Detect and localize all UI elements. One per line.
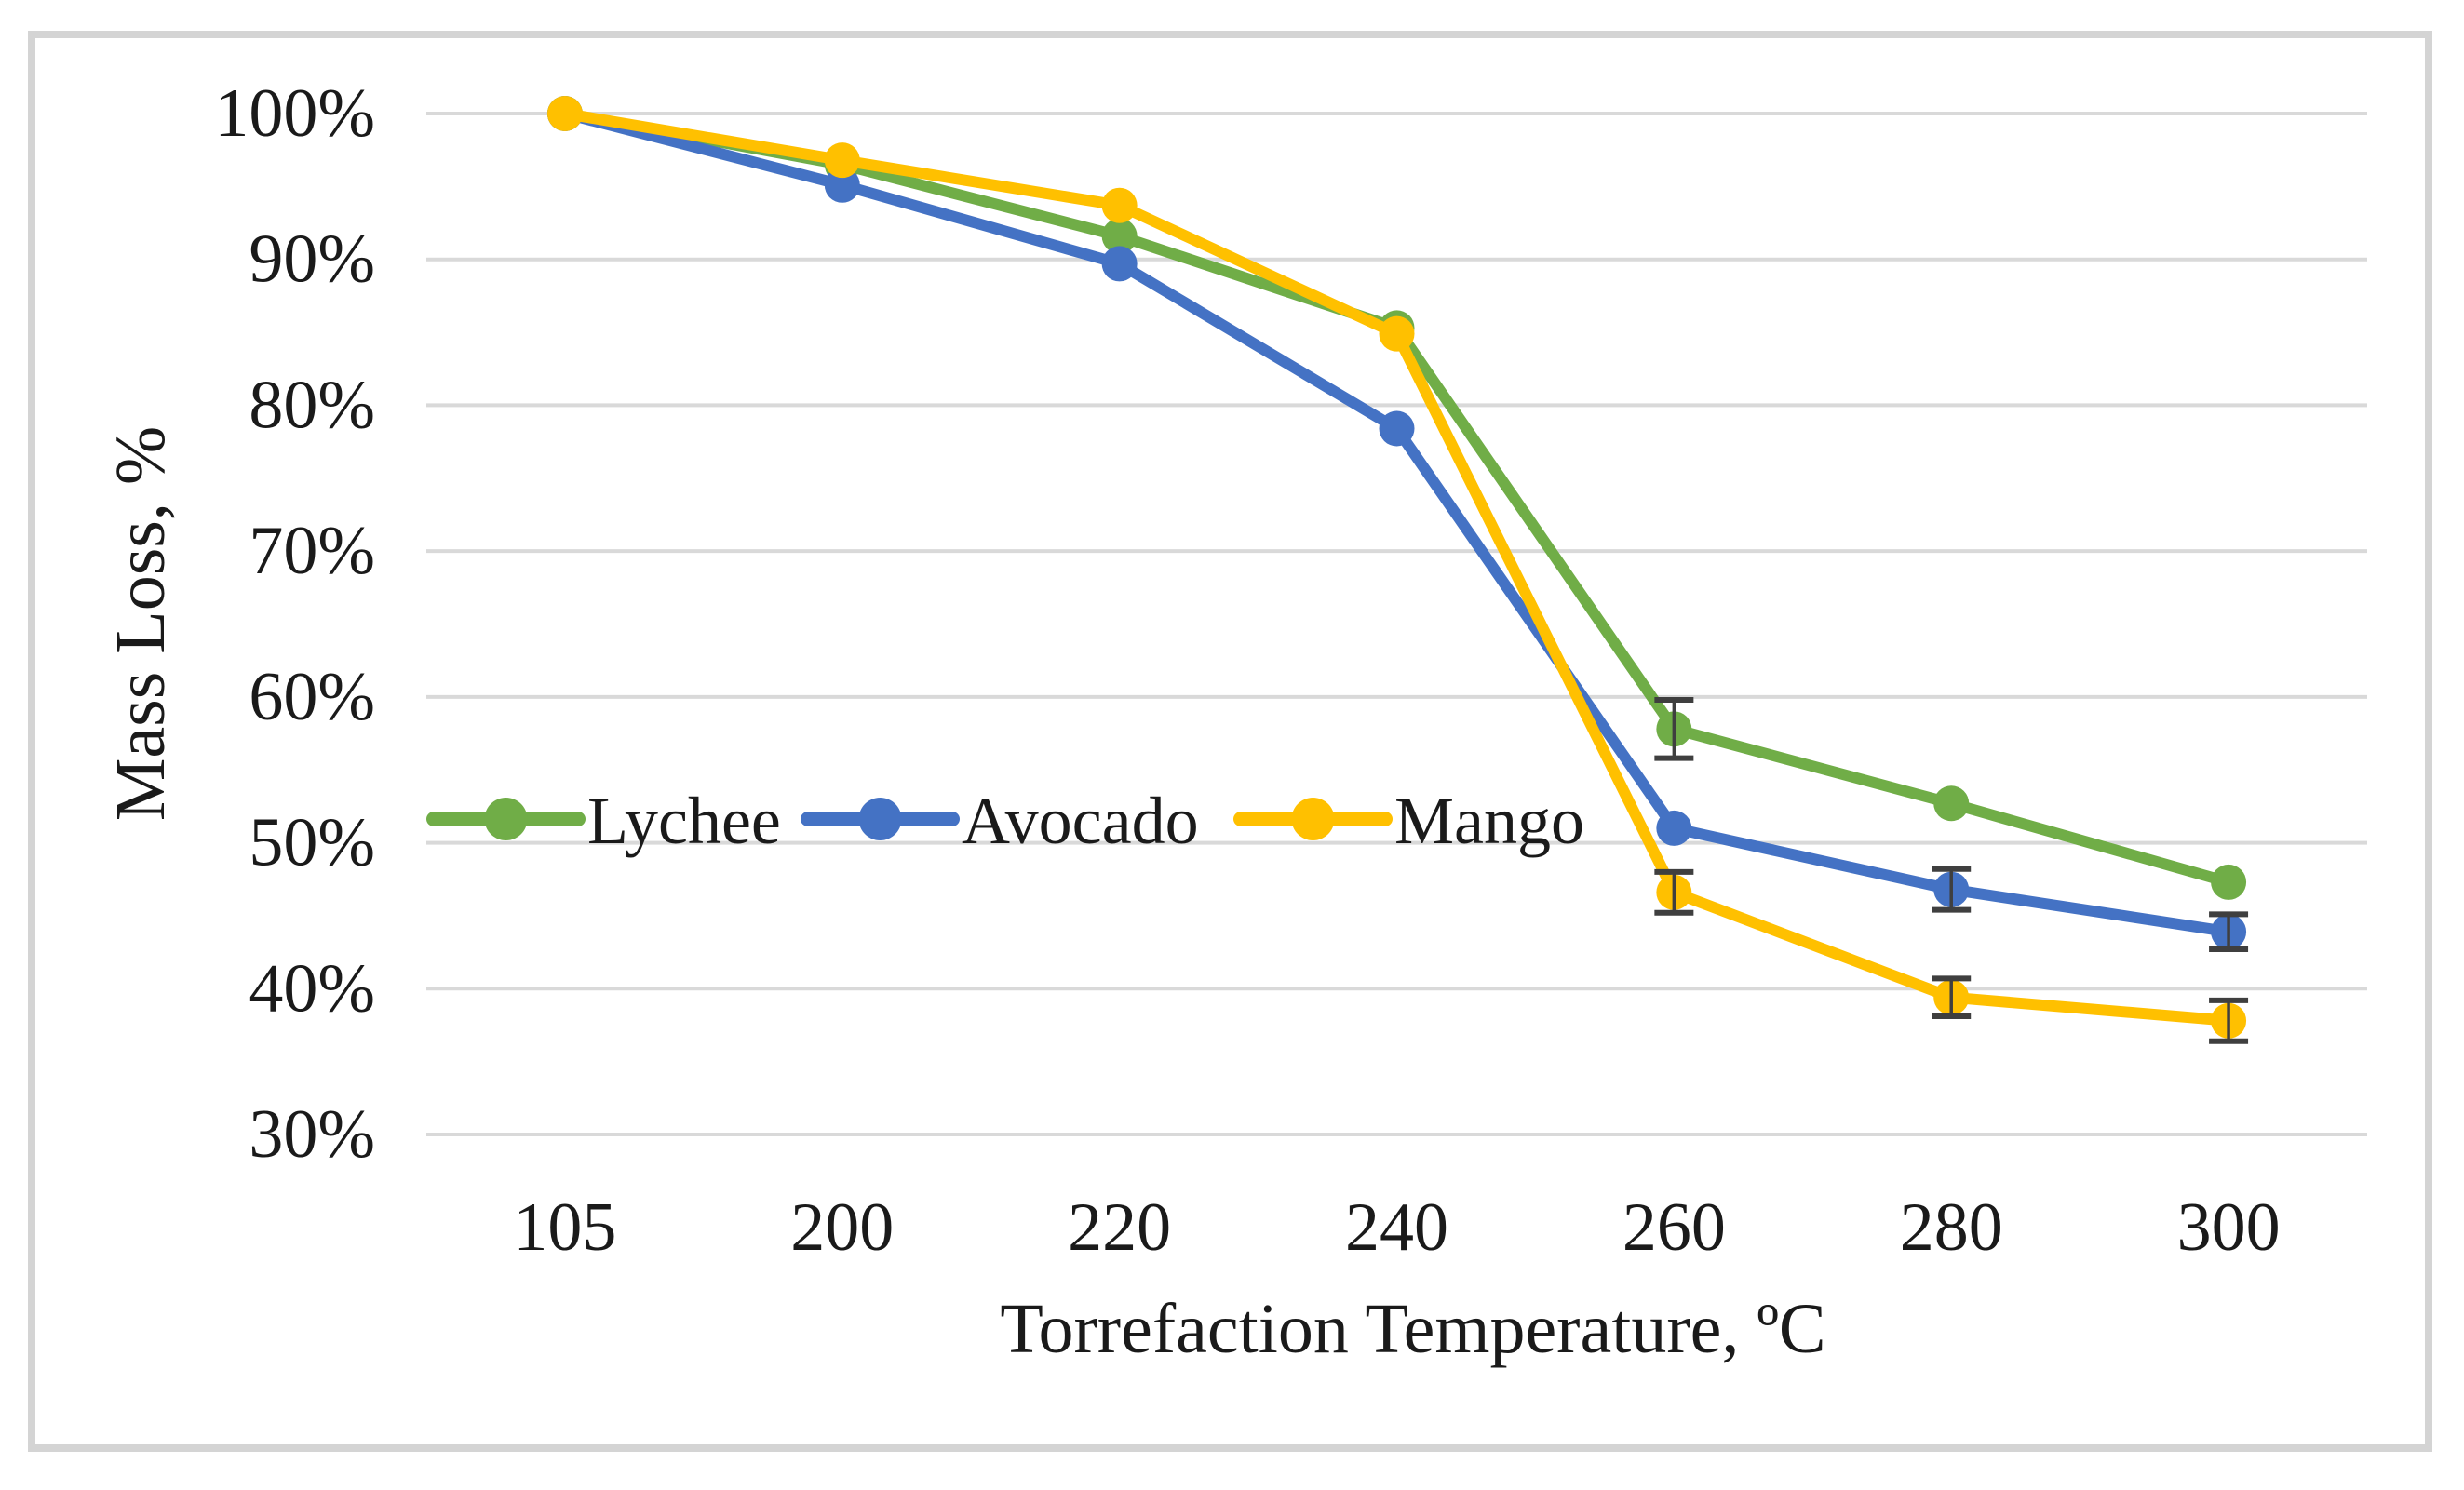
data-point-marker (1101, 187, 1138, 223)
series-line-mango (559, 108, 2235, 1027)
legend-label: Avocado (962, 784, 1199, 858)
x-tick-label: 105 (513, 1189, 616, 1266)
data-point-marker (1933, 785, 1970, 822)
legend-item-avocado: Avocado (801, 784, 1199, 858)
x-tick-label: 280 (1900, 1189, 2003, 1266)
legend-circle-marker (858, 798, 902, 840)
series-line-lychee (559, 108, 2235, 888)
data-point-marker (1101, 218, 1138, 254)
figure-frame: 100% 90% 80% 70% 60% 50% 40% 30% 105 200 220 240 260… (28, 31, 2432, 1452)
series-lychee (546, 96, 2247, 900)
legend-label: Lychee (587, 784, 781, 858)
legend-label: Mango (1394, 784, 1584, 858)
mass-loss-line-chart: 100% 90% 80% 70% 60% 50% 40% 30% 105 200 220 240 260… (101, 75, 2367, 1368)
x-tick-label: 300 (2177, 1189, 2281, 1266)
legend-item-mango: Mango (1233, 784, 1584, 858)
data-point-marker (2211, 864, 2247, 900)
y-axis-tick-labels: 100% 90% 80% 70% 60% 50% 40% 30% (214, 75, 375, 1173)
data-point-marker (824, 142, 860, 179)
x-tick-label: 200 (790, 1189, 894, 1266)
data-point-marker (824, 167, 860, 203)
y-tick-label: 100% (214, 75, 375, 152)
y-tick-label: 70% (249, 513, 375, 589)
x-tick-label: 260 (1622, 1189, 1726, 1266)
y-tick-label: 60% (249, 659, 375, 735)
x-tick-label: 220 (1068, 1189, 1171, 1266)
x-tick-label: 240 (1345, 1189, 1448, 1266)
data-point-marker (1101, 246, 1138, 282)
y-tick-label: 80% (249, 367, 375, 443)
legend-item-lychee: Lychee (426, 784, 781, 858)
data-point-marker (1379, 410, 1415, 447)
y-tick-label: 90% (249, 221, 375, 298)
legend-circle-marker (484, 798, 528, 840)
gridlines-group (426, 112, 2367, 1136)
data-point-marker (546, 96, 583, 131)
x-axis-tick-labels: 105 200 220 240 260 280 300 (513, 1189, 2280, 1266)
y-tick-label: 50% (249, 805, 375, 881)
data-point-marker (1656, 810, 1692, 846)
y-tick-label: 30% (249, 1096, 375, 1173)
data-point-marker (1379, 315, 1415, 352)
error-bars-group (1654, 696, 2249, 1044)
y-axis-title: Mass Loss, % (101, 426, 180, 821)
legend-circle-marker (1291, 798, 1335, 840)
x-axis-title: Torrefaction Temperature, ºC (1000, 1290, 1825, 1368)
legend: Lychee Avocado Mango (426, 784, 1584, 858)
y-tick-label: 40% (249, 950, 375, 1027)
